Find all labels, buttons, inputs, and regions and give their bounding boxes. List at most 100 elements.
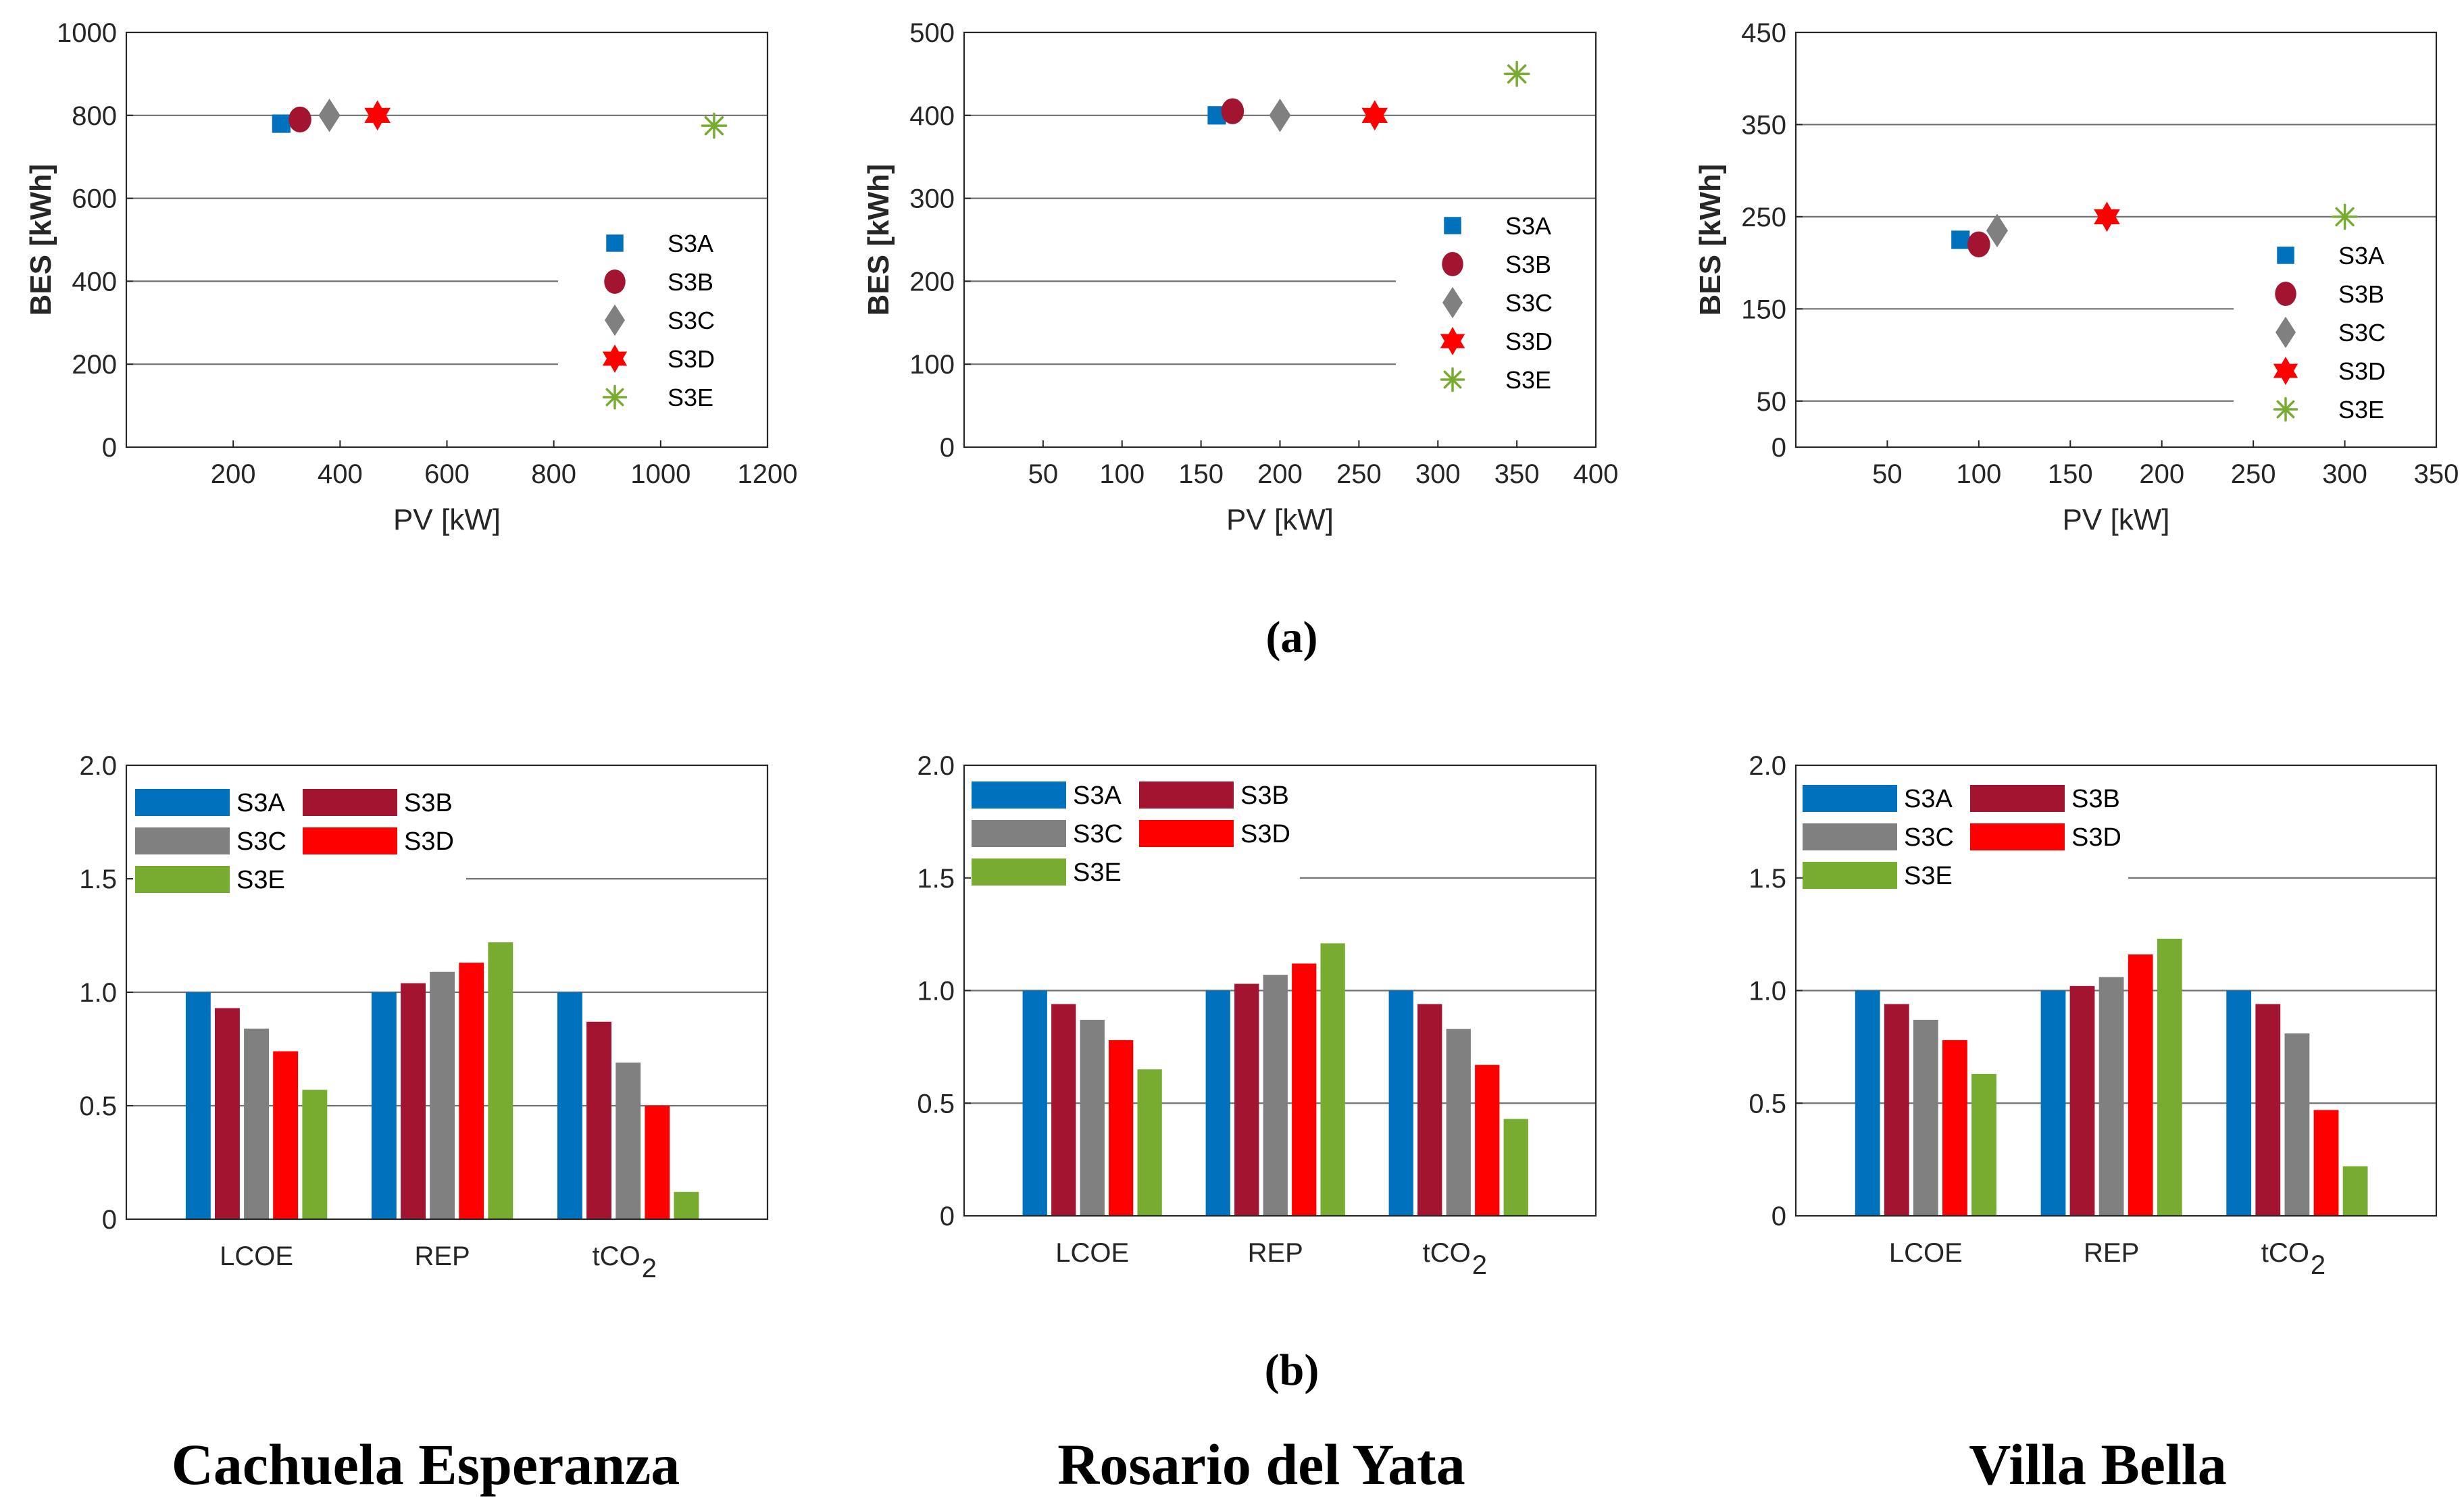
plot-frame: [963, 31, 1597, 449]
legend-label: S3B: [1240, 782, 1289, 810]
x-tick-label: LCOE: [1889, 1238, 1963, 1268]
x-axis-label: PV [kW]: [1226, 503, 1334, 536]
y-tick-label: 2.0: [1749, 751, 1786, 781]
y-tick-label: 100: [909, 350, 955, 380]
y-tick-label: 0.5: [1749, 1089, 1786, 1119]
bar-chart-3: LCOE REP tCO 2 0 0.5 1.0 1.5 2.0 S3A S3B S3C S3D S3E: [1749, 751, 2438, 1280]
legend-marker-s3b: [2275, 282, 2296, 306]
legend-label: S3E: [1904, 862, 1953, 890]
legend-swatch-s3d: [1970, 823, 2065, 850]
y-tick-label: 600: [72, 184, 117, 214]
bar-rep-s3d: [459, 963, 484, 1219]
data-point-s3a: [1951, 230, 1970, 249]
legend-label: S3D: [2071, 823, 2121, 852]
bar-tco-s3a: [1388, 990, 1413, 1216]
legend-label: S3B: [2338, 280, 2384, 308]
data-point-s3d: [1361, 100, 1388, 131]
bar-lcoe-s3c: [1080, 1019, 1105, 1216]
bar-tco-s3b: [2255, 1004, 2281, 1216]
legend-label: S3D: [668, 345, 715, 373]
y-tick-label: 0: [102, 433, 117, 463]
x-tick-label: 250: [1336, 459, 1382, 489]
x-tick-label: REP: [1248, 1238, 1303, 1268]
bar-rep-s3d: [2128, 954, 2153, 1216]
y-tick-label: 400: [72, 267, 117, 297]
x-tick-subscript: 2: [1472, 1250, 1487, 1280]
x-tick-label: 400: [318, 459, 363, 489]
data-point-s3b: [1221, 98, 1244, 124]
legend-label: S3B: [2071, 785, 2120, 813]
legend-marker-s3a: [1444, 217, 1461, 234]
legend-marker-s3a: [606, 234, 624, 252]
x-tick-label: 1000: [630, 459, 690, 489]
legend: S3A S3B S3C S3D S3E: [972, 782, 1290, 887]
bar-tco-s3e: [1503, 1119, 1528, 1216]
bar-rep-s3b: [2069, 985, 2095, 1216]
legend-label: S3E: [236, 866, 285, 894]
legend-swatch-s3a: [972, 782, 1066, 809]
y-tick-label: 0: [102, 1205, 117, 1235]
y-tick-label: 1.0: [917, 977, 955, 1006]
legend-label: S3A: [1073, 782, 1122, 810]
y-tick-label: 0: [1771, 433, 1786, 463]
legend-marker-s3c: [2276, 316, 2296, 349]
legend: S3A S3B S3C S3D S3E: [602, 230, 715, 411]
legend-swatch-s3b: [1139, 782, 1234, 809]
bar-lcoe-s3c: [244, 1028, 269, 1219]
x-tick-label: 200: [1257, 459, 1303, 489]
data-point-s3c: [1269, 99, 1291, 132]
legend: S3A S3B S3C S3D S3E: [2273, 242, 2386, 424]
bar-rep-s3a: [1205, 990, 1230, 1216]
legend-label: S3C: [1073, 820, 1123, 848]
y-tick-label: 200: [909, 267, 955, 297]
legend-marker-s3e: [1440, 367, 1465, 392]
y-tick-label: 1000: [57, 18, 117, 48]
x-axis-label: PV [kW]: [2063, 503, 2170, 536]
x-tick-label: 150: [2048, 459, 2093, 489]
bar-lcoe-s3d: [1109, 1040, 1134, 1216]
data-point-s3d: [2094, 201, 2120, 232]
legend-label: S3A: [236, 789, 285, 817]
y-axis-label: BES [kWh]: [862, 164, 895, 316]
legend-marker-s3d: [2273, 357, 2298, 385]
data-point-s3c: [318, 99, 341, 132]
data-point-s3d: [364, 100, 391, 131]
bar-lcoe-s3d: [1942, 1040, 1967, 1216]
bar-lcoe-s3b: [1051, 1004, 1076, 1216]
legend-label: S3B: [1505, 251, 1551, 278]
legend-swatch-s3e: [1803, 862, 1897, 889]
legend-swatch-s3a: [1803, 785, 1897, 812]
legend-label: S3C: [1505, 289, 1553, 317]
x-tick-subscript: 2: [642, 1254, 657, 1283]
legend-marker-s3a: [2277, 247, 2294, 264]
y-tick-label: 0: [940, 1202, 955, 1231]
x-tick-subscript: 2: [2311, 1250, 2325, 1280]
legend-label: S3B: [668, 268, 713, 296]
legend-marker-s3d: [1440, 327, 1465, 355]
bar-lcoe-s3e: [1137, 1069, 1162, 1216]
legend-label: S3A: [1904, 785, 1953, 813]
bar-lcoe-s3e: [302, 1090, 328, 1219]
legend-swatch-s3d: [1139, 820, 1234, 847]
x-tick-label: tCO: [1423, 1238, 1471, 1268]
y-axis-label: BES [kWh]: [24, 164, 57, 316]
y-tick-label: 150: [1741, 294, 1786, 324]
data-point-s3c: [1986, 213, 2008, 248]
panel-label-a: (a): [1266, 613, 1318, 662]
bar-rep-s3e: [488, 942, 513, 1219]
legend-marker-s3e: [2273, 396, 2298, 422]
bar-tco-s3c: [2284, 1033, 2310, 1216]
bar-chart-2: LCOE REP tCO 2 0 0.5 1.0 1.5 2.0 S3A S3B S3C S3D S3E: [917, 751, 1597, 1280]
bar-lcoe-s3b: [1884, 1004, 1909, 1216]
bar-rep-s3b: [1234, 983, 1259, 1216]
bar-rep-s3c: [2098, 977, 2124, 1216]
y-tick-label: 0: [940, 433, 955, 463]
x-tick-label: 250: [2231, 459, 2276, 489]
bar-lcoe-s3a: [1022, 990, 1047, 1216]
data-point-s3e: [2332, 203, 2358, 230]
data-point-s3a: [272, 114, 291, 133]
x-tick-label: REP: [2084, 1238, 2139, 1268]
data-point-s3b: [288, 106, 311, 133]
bar-tco-s3e: [2342, 1166, 2368, 1216]
